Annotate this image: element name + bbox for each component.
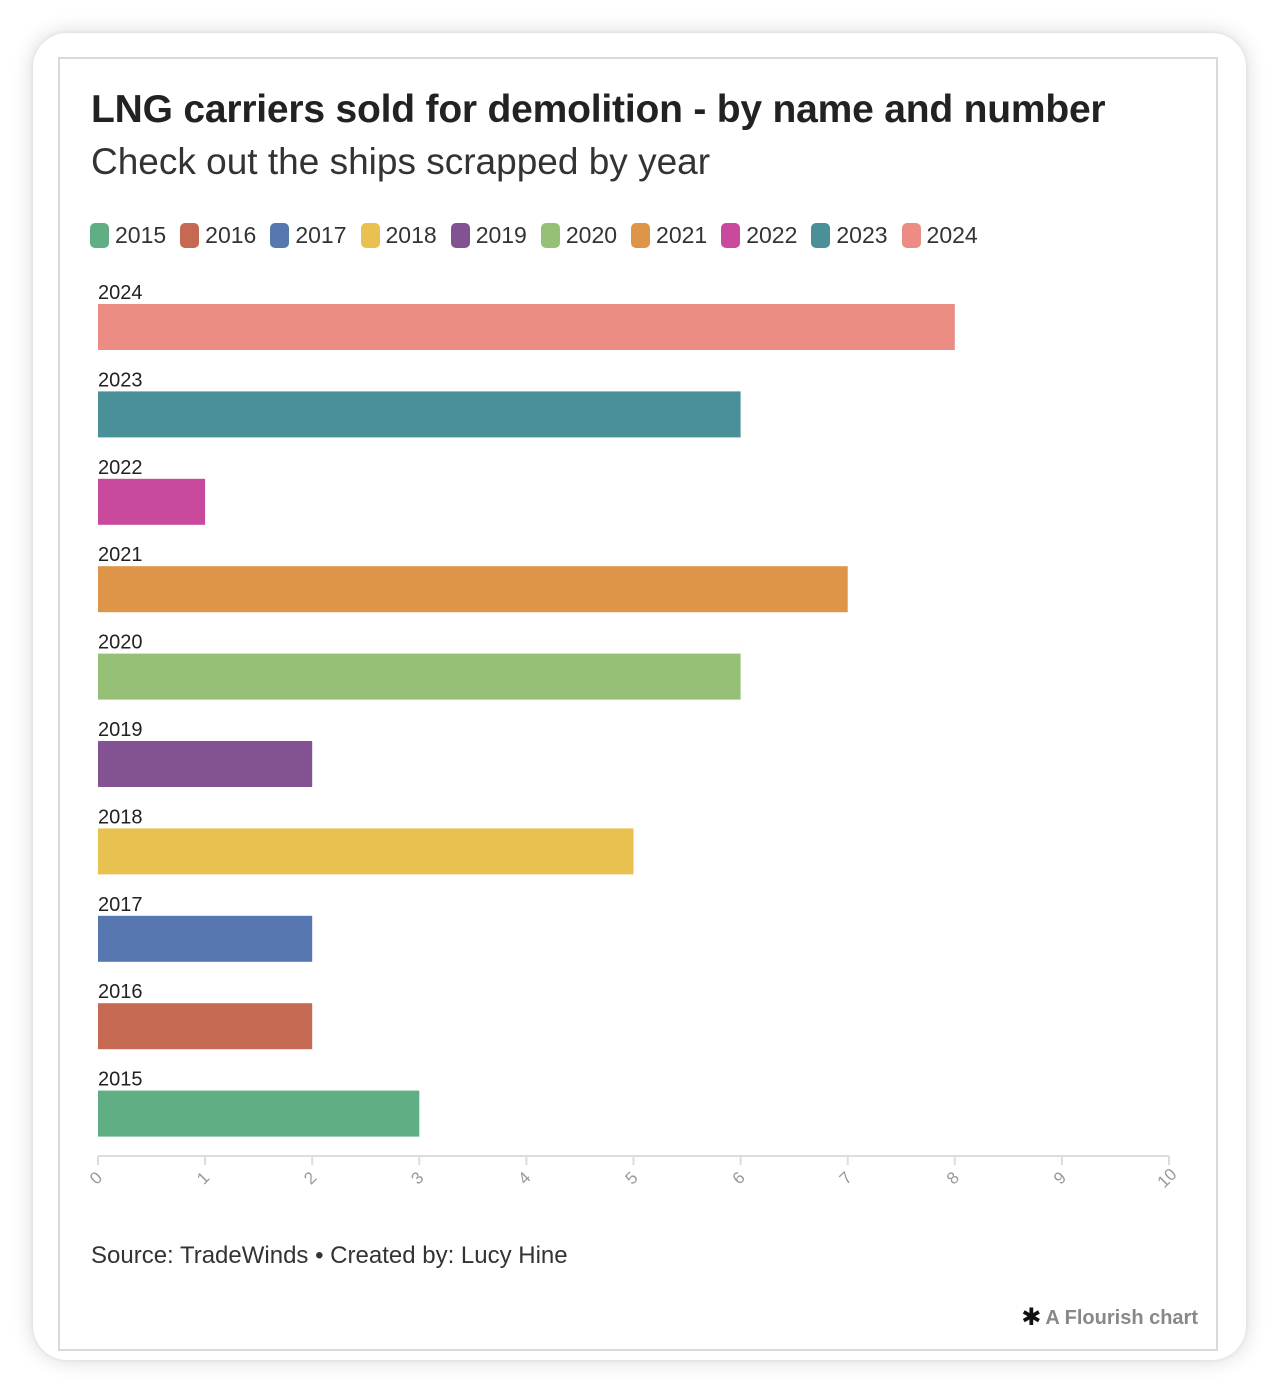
legend-swatch <box>631 222 651 248</box>
legend-label: 2022 <box>746 221 798 248</box>
flourish-label: A Flourish chart <box>1045 1306 1198 1329</box>
legend-item-2020[interactable]: 2020 <box>540 221 618 249</box>
bar-label: 2018 <box>98 806 143 828</box>
legend-item-2023[interactable]: 2023 <box>811 221 888 249</box>
legend-swatch <box>450 222 470 248</box>
bar-label: 2017 <box>98 894 143 916</box>
x-tick-label: 3 <box>407 1168 427 1188</box>
bar-2020 <box>98 653 741 700</box>
x-tick-label: 9 <box>1050 1168 1070 1188</box>
bar-2019 <box>98 741 313 787</box>
legend-swatch <box>360 222 380 248</box>
bar-label: 2019 <box>98 719 143 741</box>
bar-label: 2016 <box>98 981 143 1003</box>
chart-legend: 2015 2016 2017 2018 2019 2020 2021 2022 2023 2024 <box>90 221 978 249</box>
x-tick-label: 8 <box>943 1168 963 1188</box>
bar-label: 2015 <box>98 1069 143 1091</box>
legend-item-2016[interactable]: 2016 <box>180 222 256 249</box>
x-tick-label: 7 <box>836 1168 856 1188</box>
legend-label: 2018 <box>385 221 437 248</box>
bar-2017 <box>98 915 313 962</box>
bar-2023 <box>98 391 741 438</box>
x-tick-label: 4 <box>514 1168 534 1188</box>
legend-item-2021[interactable]: 2021 <box>631 222 707 249</box>
source-note: Source: TradeWinds • Created by: Lucy Hi… <box>91 1242 568 1269</box>
legend-label: 2016 <box>205 221 257 248</box>
legend-item-2018[interactable]: 2018 <box>360 221 437 249</box>
chart-subtitle: Check out the ships scrapped by year <box>91 141 711 182</box>
legend-item-2019[interactable]: 2019 <box>450 221 527 249</box>
legend-label: 2021 <box>656 221 708 248</box>
legend-swatch <box>90 222 109 248</box>
legend-label: 2023 <box>836 221 888 248</box>
bar-2016 <box>98 1003 313 1050</box>
legend-label: 2020 <box>565 221 618 248</box>
legend-swatch <box>540 222 560 248</box>
legend-item-2015[interactable]: 2015 <box>90 222 166 249</box>
x-tick-label: 10 <box>1154 1165 1181 1192</box>
x-tick-label: 5 <box>622 1168 642 1188</box>
flourish-attribution[interactable]: ✱ A Flourish chart <box>1021 1306 1198 1330</box>
bar-label: 2021 <box>98 544 143 566</box>
x-tick-label: 1 <box>193 1168 213 1188</box>
legend-swatch <box>270 222 290 248</box>
legend-swatch <box>901 222 921 248</box>
legend-item-2024[interactable]: 2024 <box>901 221 978 249</box>
legend-label: 2024 <box>926 221 978 248</box>
x-tick-label: 0 <box>86 1168 106 1188</box>
bar-2024 <box>98 304 955 350</box>
bar-label: 2024 <box>98 282 143 304</box>
legend-item-2022[interactable]: 2022 <box>721 222 797 249</box>
legend-label: 2017 <box>295 221 347 248</box>
legend-swatch <box>180 222 200 248</box>
bar-2022 <box>98 478 206 525</box>
bar-label: 2020 <box>98 632 143 654</box>
legend-swatch <box>721 222 741 248</box>
bar-label: 2022 <box>98 457 143 479</box>
legend-label: 2019 <box>475 221 527 248</box>
x-tick-label: 2 <box>300 1168 320 1188</box>
flourish-asterisk-icon: ✱ <box>1021 1304 1042 1331</box>
legend-label: 2015 <box>115 221 167 248</box>
legend-swatch <box>811 222 831 248</box>
bar-2015 <box>98 1090 420 1137</box>
bar-2021 <box>98 566 848 613</box>
x-tick-label: 6 <box>729 1168 749 1188</box>
bar-chart: 2024202320222021202020192018201720162015… <box>86 282 1181 1192</box>
bar-label: 2023 <box>98 369 143 391</box>
legend-item-2017[interactable]: 2017 <box>270 221 347 249</box>
chart-title: LNG carriers sold for demolition - by na… <box>91 88 1106 131</box>
bar-2018 <box>98 828 634 875</box>
